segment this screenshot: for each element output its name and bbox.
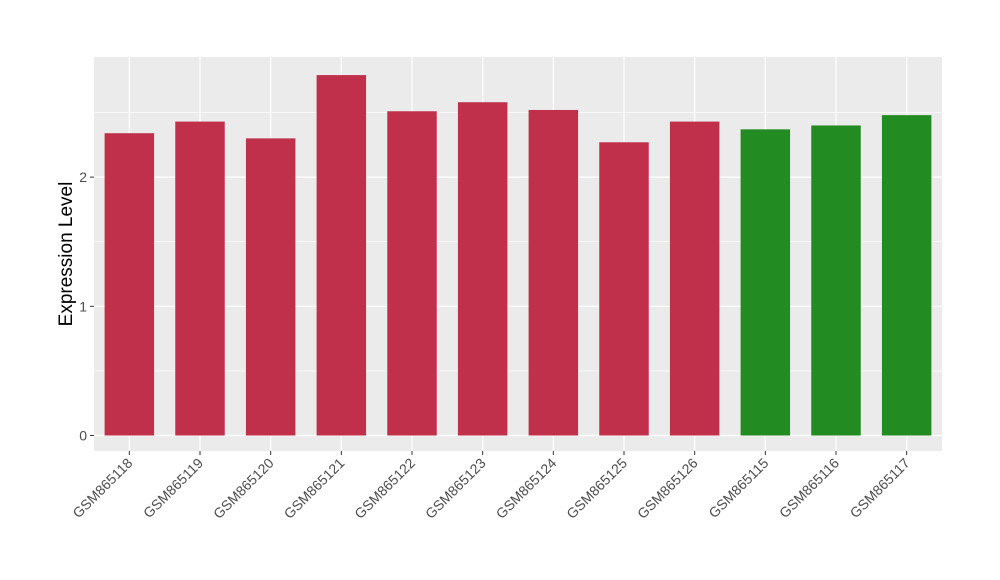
bar-GSM865116 [811, 125, 861, 436]
x-tick-label: GSM865124 [493, 455, 560, 522]
bar-GSM865121 [316, 75, 367, 436]
bar-GSM865123 [457, 102, 508, 436]
x-tick-label: GSM865122 [351, 455, 418, 522]
bar-GSM865126 [669, 121, 720, 436]
y-tick-label: 0 [79, 427, 87, 443]
x-tick-label: GSM865115 [705, 455, 771, 521]
y-axis-title: Expression Level [56, 182, 77, 327]
bar-GSM865115 [740, 129, 791, 436]
bar-GSM865122 [387, 111, 437, 436]
x-tick-label: GSM865125 [563, 455, 630, 522]
grid-minor [94, 112, 942, 372]
x-tick-label: GSM865120 [210, 455, 277, 522]
bar-GSM865117 [881, 115, 932, 436]
bar-GSM865125 [599, 142, 649, 436]
x-tick-label: GSM865119 [140, 455, 206, 521]
bars [104, 75, 932, 436]
bar-GSM865119 [175, 121, 225, 436]
x-tick-label: GSM865126 [634, 455, 701, 522]
bar-GSM865120 [245, 138, 296, 436]
y-tick-label: 1 [79, 298, 87, 314]
x-tick-label: GSM865123 [422, 455, 489, 522]
plot-panel [94, 57, 942, 451]
x-tick-label: GSM865117 [847, 455, 913, 521]
bar-GSM865124 [528, 109, 579, 436]
y-axis: 0 1 2 [79, 169, 94, 443]
x-tick-label: GSM865118 [69, 455, 135, 521]
bar-GSM865118 [104, 133, 155, 436]
x-tick-label: GSM865116 [776, 455, 842, 521]
x-axis: GSM865118 GSM865119 GSM865120 GSM865121 GSM8… [69, 451, 913, 522]
y-tick-label: 2 [79, 169, 87, 185]
x-tick-label: GSM865121 [281, 455, 348, 522]
